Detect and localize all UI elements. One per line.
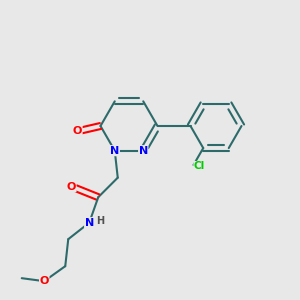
Text: O: O (73, 125, 82, 136)
Text: N: N (85, 218, 94, 228)
Text: O: O (40, 276, 49, 286)
Text: H: H (97, 216, 105, 226)
Text: Cl: Cl (194, 161, 205, 172)
Text: N: N (110, 146, 119, 156)
Text: O: O (67, 182, 76, 192)
Text: N: N (139, 146, 148, 156)
